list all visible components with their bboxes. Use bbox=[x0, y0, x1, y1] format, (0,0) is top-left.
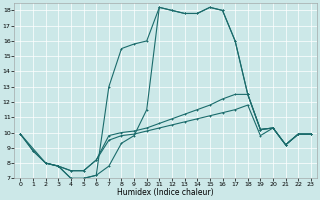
X-axis label: Humidex (Indice chaleur): Humidex (Indice chaleur) bbox=[117, 188, 214, 197]
